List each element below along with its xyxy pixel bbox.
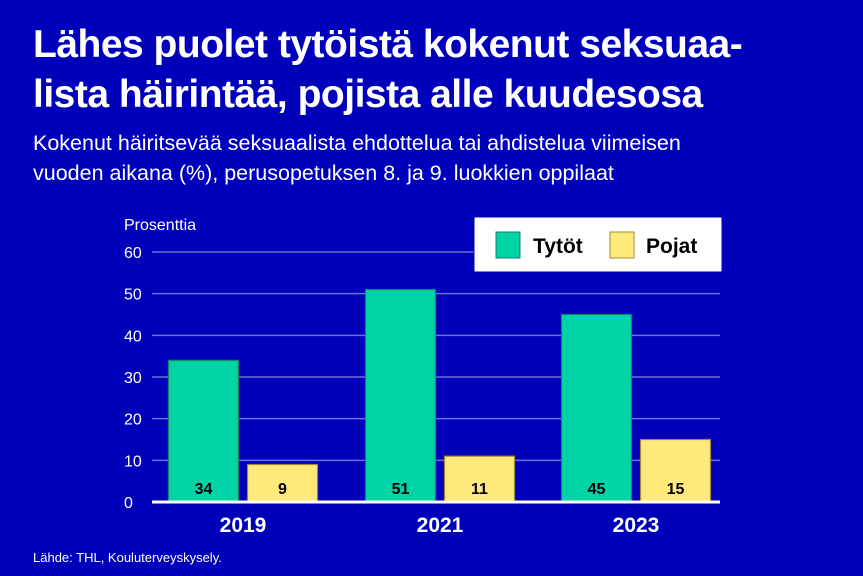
y-tick-label: 20 <box>124 412 142 429</box>
legend-swatch-pojat <box>609 231 635 259</box>
chart-title: Lähes puolet tytöistä kokenut seksuaa-li… <box>33 20 863 120</box>
data-label: 15 <box>667 481 685 498</box>
subtitle-line: vuoden aikana (%), perusopetuksen 8. ja … <box>33 161 614 185</box>
data-label: 11 <box>471 481 488 498</box>
legend-swatch-tytot <box>495 231 521 259</box>
data-label: 51 <box>392 481 410 498</box>
bar-pojat-2023 <box>639 438 712 503</box>
bar-tytöt-2021 <box>364 288 437 503</box>
bar-pojat-2019 <box>246 463 319 503</box>
legend-label-tytot: Tytöt <box>533 235 583 258</box>
x-tick-label: 2019 <box>220 514 267 537</box>
data-label: 9 <box>278 481 287 498</box>
y-tick-label: 50 <box>124 287 142 304</box>
bar-tytöt-2023 <box>560 313 633 503</box>
x-tick-label: 2023 <box>613 514 660 537</box>
title-line: lista häirintää, pojista alle kuudesosa <box>33 73 703 116</box>
title-line: Lähes puolet tytöistä kokenut seksuaa- <box>33 23 743 66</box>
y-axis-label: Prosenttia <box>124 217 196 234</box>
y-tick-label: 60 <box>124 245 142 262</box>
subtitle-line: Kokenut häiritsevää seksuaalista ehdotte… <box>33 131 681 155</box>
data-label: 34 <box>195 481 213 498</box>
y-tick-label: 0 <box>124 495 133 512</box>
x-tick-label: 2021 <box>417 514 464 537</box>
y-tick-label: 10 <box>124 453 142 470</box>
bar-tytöt-2019 <box>167 359 240 503</box>
legend-label-pojat: Pojat <box>646 235 697 258</box>
y-tick-label: 40 <box>124 328 142 345</box>
y-tick-label: 30 <box>124 370 142 387</box>
legend: Tytöt Pojat <box>473 216 723 273</box>
source-note: Lähde: THL, Kouluterveyskysely. <box>33 550 222 565</box>
bar-pojat-2021 <box>443 455 516 503</box>
chart-subtitle: Kokenut häiritsevää seksuaalista ehdotte… <box>33 128 863 188</box>
data-label: 45 <box>588 481 606 498</box>
